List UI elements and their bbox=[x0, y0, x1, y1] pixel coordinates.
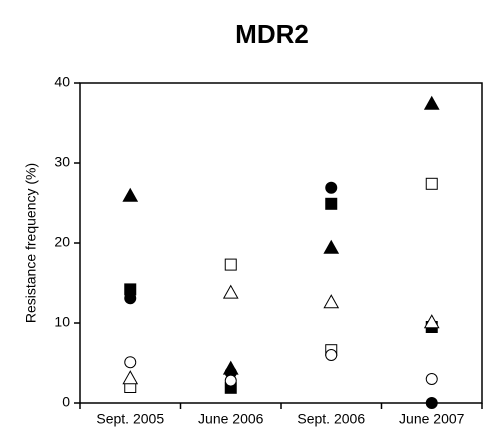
point bbox=[425, 397, 438, 409]
point bbox=[325, 349, 338, 361]
y-tick-label: 0 bbox=[62, 394, 70, 410]
plot-frame bbox=[79, 82, 483, 404]
point bbox=[323, 294, 340, 309]
y-axis-label: Resistance frequency (%) bbox=[23, 163, 39, 323]
point bbox=[122, 370, 139, 385]
point bbox=[423, 95, 440, 110]
chart-title: MDR2 bbox=[235, 19, 309, 49]
y-tick-label: 30 bbox=[54, 154, 70, 170]
y-tick-label: 40 bbox=[54, 74, 70, 90]
point bbox=[423, 314, 440, 329]
point bbox=[122, 187, 139, 202]
x-tick-label: June 2007 bbox=[399, 411, 465, 427]
point bbox=[222, 284, 239, 299]
point bbox=[325, 197, 338, 210]
point bbox=[224, 258, 237, 271]
point bbox=[224, 374, 237, 387]
point bbox=[124, 292, 137, 305]
point bbox=[425, 373, 438, 385]
x-tick-label: Sept. 2006 bbox=[297, 411, 365, 427]
x-tick-label: Sept. 2005 bbox=[96, 411, 164, 427]
point bbox=[425, 177, 438, 190]
y-tick-label: 20 bbox=[54, 234, 70, 250]
y-tick-label: 10 bbox=[54, 314, 70, 330]
x-tick-label: June 2006 bbox=[198, 411, 264, 427]
point bbox=[124, 356, 137, 369]
point bbox=[325, 181, 338, 194]
point bbox=[323, 239, 340, 254]
